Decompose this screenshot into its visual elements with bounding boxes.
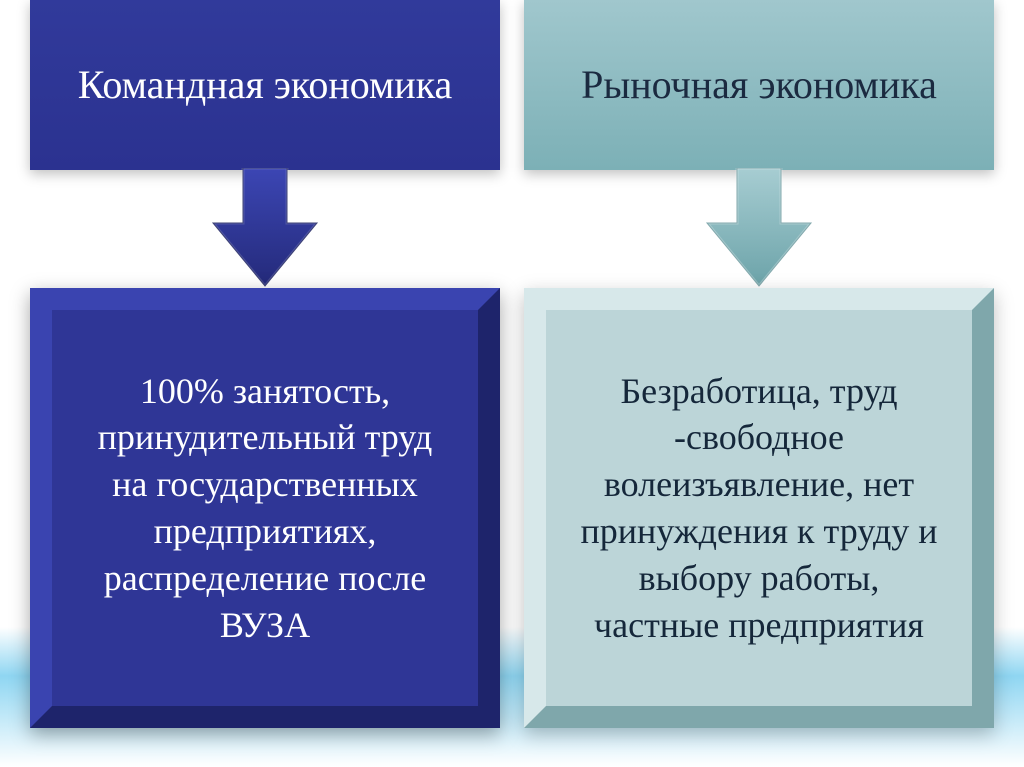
right-arrow — [699, 168, 819, 288]
right-column: Рыночная экономика Безработица, труд -св… — [524, 0, 994, 728]
left-arrow — [205, 168, 325, 288]
right-body-inner: Безработица, труд -свободное волеизъявле… — [572, 328, 946, 688]
left-title-box: Командная экономика — [30, 0, 500, 170]
arrow-down-icon — [205, 168, 325, 288]
arrow-down-icon — [699, 168, 819, 288]
left-column: Командная экономика 100% занятость, прин… — [30, 0, 500, 728]
right-body-box: Безработица, труд -свободное волеизъявле… — [524, 288, 994, 728]
left-title-text: Командная экономика — [78, 60, 453, 110]
left-body-box: 100% занятость, принудительный труд на г… — [30, 288, 500, 728]
diagram-stage: Командная экономика 100% занятость, прин… — [0, 0, 1024, 767]
right-body-text: Безработица, труд -свободное волеизъявле… — [572, 368, 946, 649]
left-body-text: 100% занятость, принудительный труд на г… — [78, 368, 452, 649]
right-title-text: Рыночная экономика — [581, 60, 937, 110]
right-title-box: Рыночная экономика — [524, 0, 994, 170]
left-body-inner: 100% занятость, принудительный труд на г… — [78, 328, 452, 688]
